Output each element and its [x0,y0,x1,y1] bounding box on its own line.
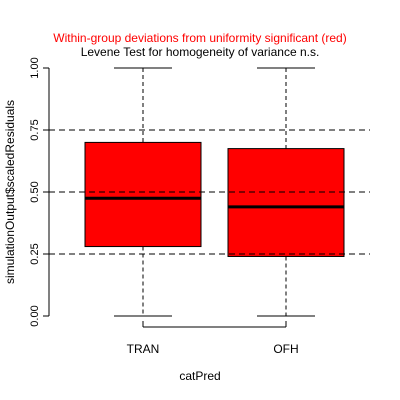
box-rect [227,148,345,257]
y-axis-label: simulationOutput$scaledResiduals [3,100,17,284]
box-rect [84,141,202,248]
y-tick-label: 1.00 [29,57,41,78]
y-tick-label: 0.25 [29,243,41,264]
chart-title-line-1: Within-group deviations from uniformity … [53,31,346,45]
box-tran [84,67,202,317]
y-tick-label: 0.00 [29,305,41,326]
y-tick-label: 0.50 [29,181,41,202]
y-tick-label: 0.75 [29,119,41,140]
box-ofh [227,67,345,317]
x-tick-label-ofh: OFH [273,342,298,356]
x-tick-label-tran: TRAN [127,342,160,356]
chart-title-line-2: Levene Test for homogeneity of variance … [81,45,320,59]
x-axis-label: catPred [179,369,220,383]
